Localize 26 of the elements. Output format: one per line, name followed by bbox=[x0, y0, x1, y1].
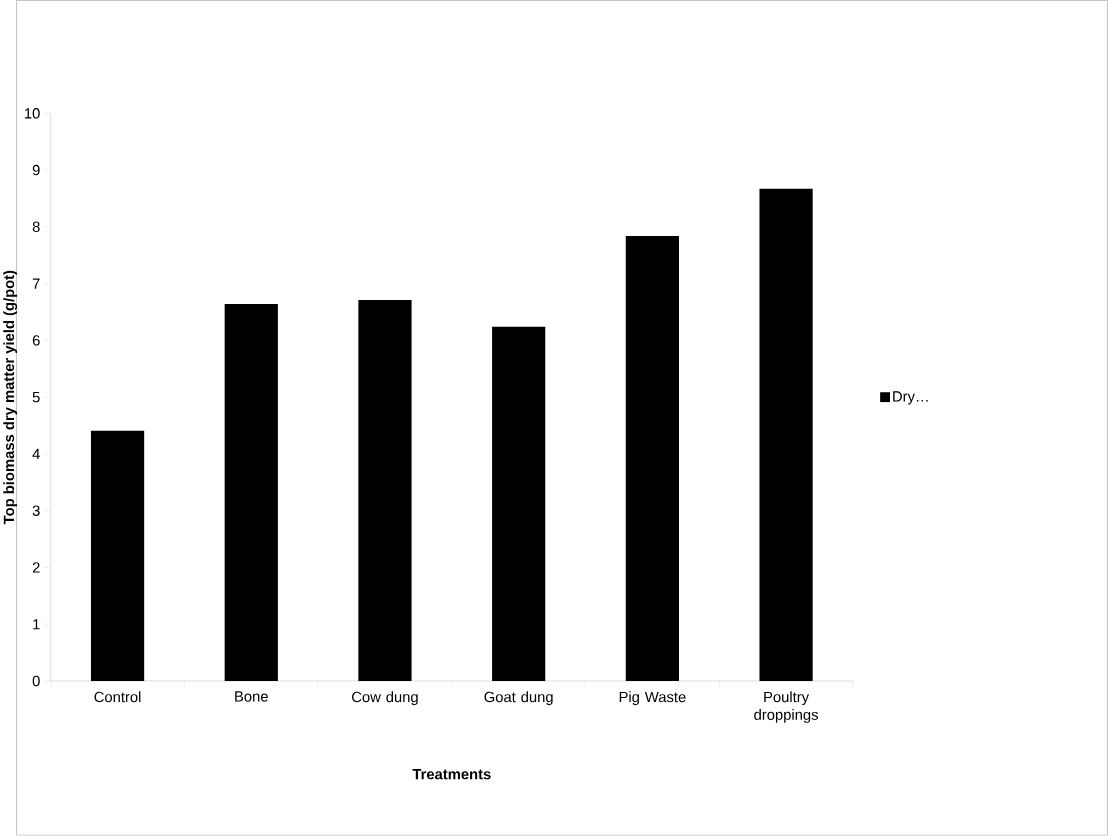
x-tick-label: Cow dung bbox=[352, 691, 418, 706]
y-tick-label: 7 bbox=[32, 278, 40, 289]
bar bbox=[224, 304, 278, 682]
bar bbox=[358, 300, 412, 682]
bar bbox=[759, 188, 813, 682]
y-tick-label: 6 bbox=[32, 335, 40, 346]
y-tick-label: 0 bbox=[32, 675, 40, 687]
bar bbox=[625, 236, 679, 682]
bar bbox=[90, 430, 145, 682]
y-tick-label: 5 bbox=[32, 392, 40, 403]
y-tick-label: 10 bbox=[25, 108, 40, 119]
legend-label: Dry… bbox=[893, 391, 928, 405]
y-tick-label: 1 bbox=[33, 619, 40, 630]
y-axis-title: Top biomass dry matter yield (g/pot) bbox=[3, 270, 18, 525]
x-tick-label: Poultry droppings bbox=[754, 691, 818, 724]
y-tick-label: 9 bbox=[32, 164, 40, 176]
y-tick-label: 8 bbox=[32, 221, 40, 233]
x-tick-label: Goat dung bbox=[484, 691, 553, 706]
x-tick-label: Control bbox=[94, 691, 141, 703]
x-axis-title: Treatments bbox=[412, 769, 491, 780]
y-tick-label: 3 bbox=[32, 505, 40, 517]
y-tick-label: 2 bbox=[32, 562, 40, 573]
bar bbox=[492, 326, 546, 682]
y-tick-label: 4 bbox=[32, 448, 40, 460]
x-tick-label: Bone bbox=[235, 691, 268, 702]
x-tick-label: Pig Waste bbox=[619, 691, 686, 706]
